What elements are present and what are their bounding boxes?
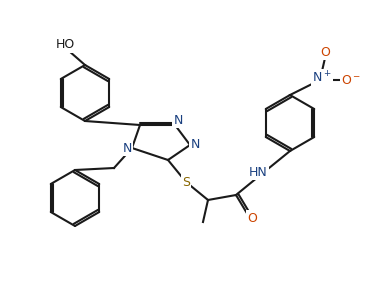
Text: O$^-$: O$^-$ bbox=[341, 74, 361, 87]
Text: N: N bbox=[190, 139, 200, 152]
Text: O: O bbox=[247, 212, 257, 225]
Text: N: N bbox=[173, 114, 183, 127]
Text: N$^+$: N$^+$ bbox=[312, 70, 332, 86]
Text: S: S bbox=[182, 176, 190, 188]
Text: N: N bbox=[122, 141, 132, 155]
Text: O: O bbox=[320, 46, 330, 59]
Text: HO: HO bbox=[55, 38, 74, 51]
Text: HN: HN bbox=[249, 165, 267, 179]
